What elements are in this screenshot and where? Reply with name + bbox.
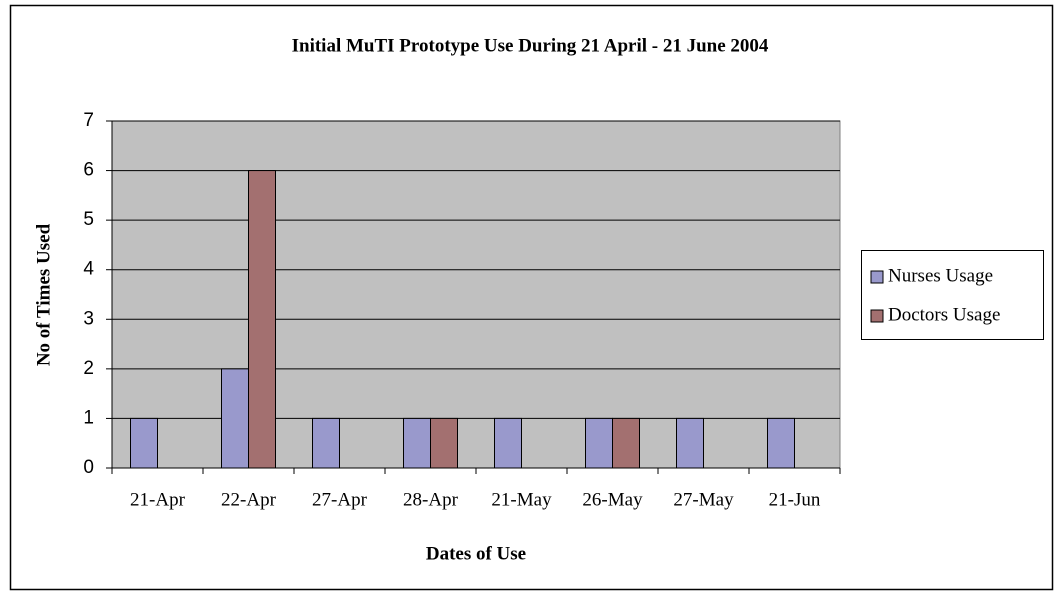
bar — [612, 417, 640, 469]
x-tick-label: 26-May — [582, 489, 643, 510]
legend — [861, 250, 1044, 340]
bar — [130, 417, 158, 469]
x-tick-label: 21-Apr — [130, 489, 186, 510]
x-tick-label: 28-Apr — [403, 489, 459, 510]
y-tick-label: 2 — [83, 358, 94, 379]
y-tick-label: 6 — [83, 160, 94, 181]
bar — [430, 417, 458, 469]
y-tick-label: 5 — [83, 209, 94, 230]
legend-swatch — [870, 270, 884, 284]
y-tick-label: 7 — [83, 110, 94, 131]
bar — [585, 417, 613, 469]
x-tick-label: 22-Apr — [221, 489, 277, 510]
y-tick-label: 0 — [83, 457, 94, 478]
bar — [767, 417, 795, 469]
y-axis-title: No of Times Used — [33, 223, 54, 366]
x-tick-label: 21-Jun — [769, 489, 821, 510]
x-tick-label: 27-Apr — [312, 489, 368, 510]
chart-title: Initial MuTI Prototype Use During 21 Apr… — [292, 35, 769, 56]
x-axis-title: Dates of Use — [426, 543, 526, 564]
x-tick-label: 21-May — [491, 489, 552, 510]
legend-swatch — [870, 309, 884, 323]
legend-label: Doctors Usage — [888, 304, 1000, 325]
x-tick-label: 27-May — [673, 489, 734, 510]
y-tick-label: 3 — [83, 308, 94, 329]
bar — [403, 417, 431, 469]
bar — [221, 368, 249, 469]
legend-label: Nurses Usage — [888, 265, 993, 286]
bar — [494, 417, 522, 469]
y-tick-label: 1 — [83, 407, 94, 428]
bar — [248, 170, 276, 469]
bar — [676, 417, 704, 469]
y-tick-label: 4 — [83, 259, 94, 280]
bar — [312, 417, 340, 469]
